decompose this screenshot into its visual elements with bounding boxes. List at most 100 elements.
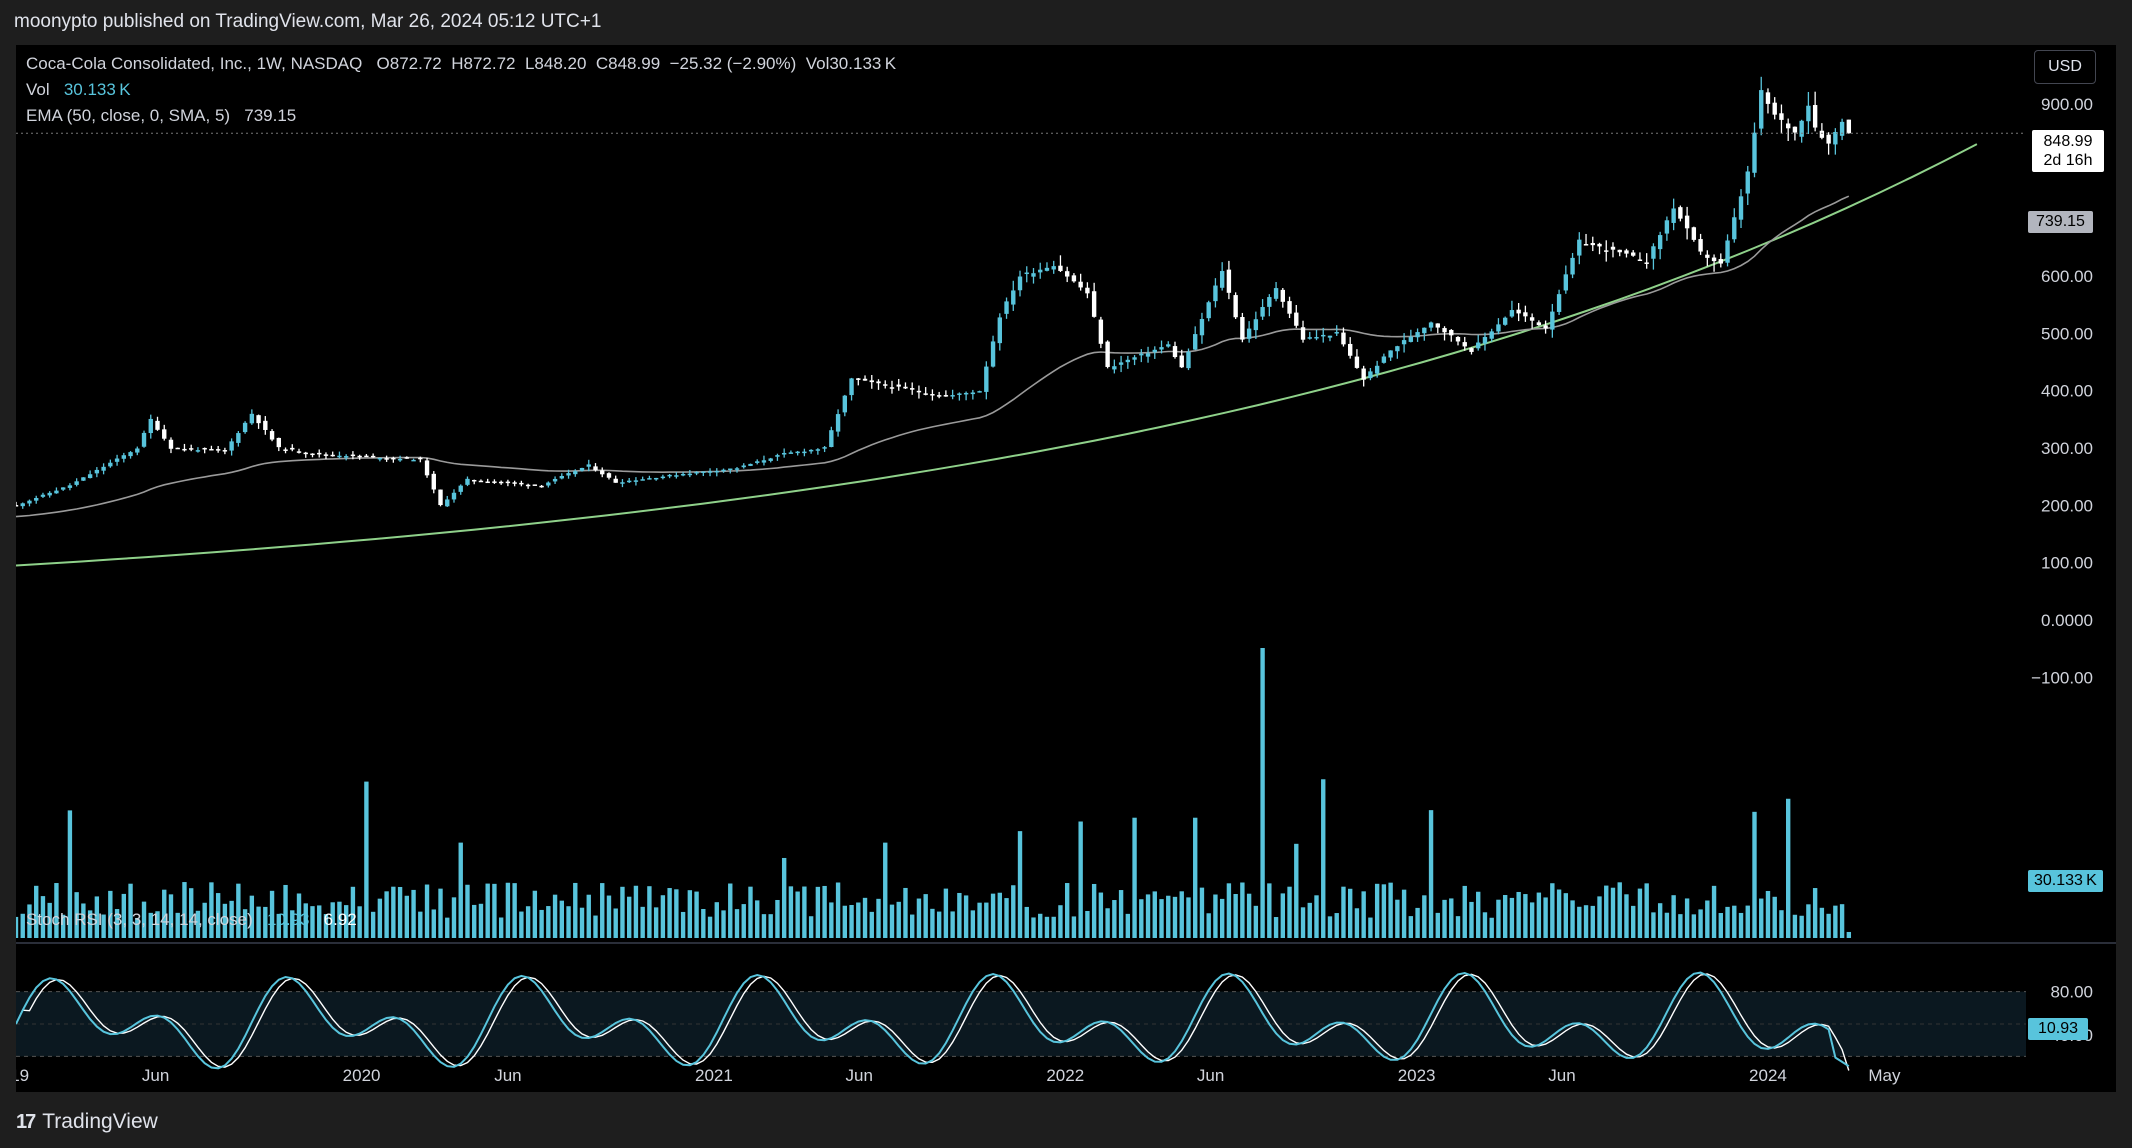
candle-body xyxy=(849,378,854,396)
candle-body xyxy=(667,474,672,477)
candle-body xyxy=(1253,319,1259,331)
volume-bar xyxy=(903,887,908,938)
volume-bar xyxy=(310,906,315,938)
volume-bar xyxy=(1509,897,1515,938)
volume-bar xyxy=(633,885,639,938)
volume-bar xyxy=(505,882,511,938)
volume-bar xyxy=(155,911,160,938)
time-axis-label: May xyxy=(1868,1066,1901,1085)
volume-bar xyxy=(1206,913,1211,938)
candle-body xyxy=(1139,353,1144,356)
candle-body xyxy=(1051,266,1056,270)
volume-bar xyxy=(552,894,558,938)
candle-body xyxy=(182,448,187,451)
volume-bar xyxy=(1044,916,1050,938)
volume-bar xyxy=(20,913,25,938)
candle-body xyxy=(1422,327,1427,334)
price-scale-label: 300.00 xyxy=(2041,439,2093,458)
time-axis-label: 2020 xyxy=(343,1066,381,1085)
candle-body xyxy=(67,485,73,488)
candle-body xyxy=(1415,332,1420,338)
volume-bar xyxy=(424,884,430,938)
candle-body xyxy=(613,478,618,483)
volume-legend: Vol 30.133 K xyxy=(26,80,131,100)
candle-body xyxy=(822,447,827,449)
volume-bar xyxy=(1064,883,1070,938)
volume-bar xyxy=(148,912,153,938)
volume-bar xyxy=(229,900,234,938)
symbol-name: Coca-Cola Consolidated, Inc., 1W, NASDAQ xyxy=(26,54,363,73)
volume-bar xyxy=(896,901,901,938)
volume-bar xyxy=(364,781,369,938)
time-axis-label: 2021 xyxy=(695,1066,733,1085)
bar-countdown: 2d 16h xyxy=(2043,152,2093,169)
volume-bar xyxy=(1233,894,1238,938)
volume-bar xyxy=(317,905,322,938)
volume-bar xyxy=(835,882,841,938)
candle-body xyxy=(1745,171,1750,194)
candle-body xyxy=(458,485,463,492)
volume-bar xyxy=(438,888,443,938)
candle-body xyxy=(1213,285,1218,302)
candle-body xyxy=(775,455,780,457)
volume-bar xyxy=(391,886,396,938)
candle-body xyxy=(586,464,591,467)
volume-bar xyxy=(1395,899,1400,938)
candle-body xyxy=(242,422,248,433)
volume-bar xyxy=(889,904,895,938)
candle-body xyxy=(1637,259,1643,261)
tradingview-logo[interactable]: 17 TradingView xyxy=(16,1110,158,1134)
candle-body xyxy=(923,393,928,395)
candle-body xyxy=(418,457,423,460)
chart-area[interactable]: 900.00800.00700.00600.00500.00400.00300.… xyxy=(0,45,2116,1092)
volume-bar xyxy=(829,902,834,938)
candle-body xyxy=(391,457,396,460)
candle-body xyxy=(1334,332,1339,334)
candle-body xyxy=(424,460,430,476)
symbol-legend: Coca-Cola Consolidated, Inc., 1W, NASDAQ… xyxy=(26,54,896,74)
volume-bar xyxy=(950,911,955,938)
candle-body xyxy=(27,500,32,504)
candle-body xyxy=(1388,350,1393,358)
volume-bar xyxy=(404,895,410,938)
candle-body xyxy=(552,478,558,482)
candle-body xyxy=(1536,322,1542,326)
volume-bar xyxy=(734,909,740,938)
candle-body xyxy=(121,455,127,459)
volume-bar xyxy=(1496,899,1501,938)
currency-button[interactable]: USD xyxy=(2034,50,2096,84)
candle-body xyxy=(256,415,261,424)
candle-body xyxy=(519,482,524,485)
candle-body xyxy=(1509,310,1515,317)
volume-bar xyxy=(1341,886,1346,938)
candle-body xyxy=(20,503,25,507)
volume-bar xyxy=(357,906,362,938)
price-chart[interactable]: 900.00800.00700.00600.00500.00400.00300.… xyxy=(0,45,2116,1092)
candle-body xyxy=(721,469,726,472)
volume-bar xyxy=(162,889,167,938)
volume-bar xyxy=(1287,886,1292,938)
candle-body xyxy=(660,476,666,479)
volume-bar xyxy=(1219,898,1225,938)
candle-body xyxy=(505,481,511,484)
candle-body xyxy=(1819,130,1825,138)
volume-bar xyxy=(431,909,436,938)
volume-bar xyxy=(741,904,746,938)
candle-body xyxy=(276,437,281,448)
candle-body xyxy=(236,433,241,443)
candle-body xyxy=(1718,259,1723,264)
volume-bar xyxy=(418,911,423,938)
volume-bar xyxy=(40,896,46,938)
volume-bar xyxy=(1624,894,1629,938)
candle-body xyxy=(290,447,295,450)
volume-bar xyxy=(755,900,760,938)
candle-body xyxy=(317,452,322,455)
volume-bar xyxy=(600,883,605,938)
candle-body xyxy=(957,393,962,395)
candle-body xyxy=(249,413,255,424)
volume-bar xyxy=(1118,890,1124,938)
volume-bar xyxy=(1651,912,1656,938)
candle-body xyxy=(94,469,100,474)
volume-bar xyxy=(795,891,800,938)
candle-body xyxy=(445,499,450,507)
